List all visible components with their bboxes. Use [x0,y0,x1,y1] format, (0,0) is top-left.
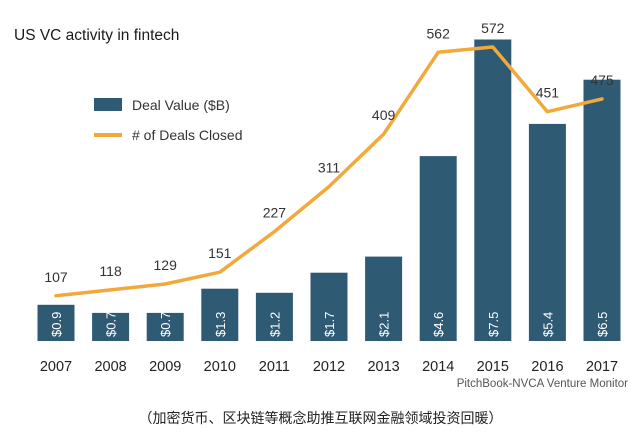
x-tick-2007: 2007 [40,359,72,375]
line-label-2011: 227 [263,205,287,221]
bar-label-2015: $7.5 [486,312,501,337]
chart-title: US VC activity in fintech [14,27,179,44]
chart-caption: （加密货币、区块链等概念助推互联网金融领域投资回暖） [138,411,503,427]
bar-label-2009: $0.7 [158,312,173,337]
bar-label-2014: $4.6 [431,312,446,337]
x-tick-2008: 2008 [94,359,126,375]
x-axis: 2007 2008 2009 2010 2011 2012 2013 2014 2015 2016… [40,359,618,375]
bar-2009 [146,312,184,341]
x-tick-2012: 2012 [313,359,345,375]
bar-2007 [37,304,75,341]
line-label-2007: 107 [44,269,68,285]
bar-2016 [528,123,566,342]
bar-2015 [474,39,512,341]
line-label-2012: 311 [318,160,341,176]
bar-label-2017: $6.5 [595,312,610,337]
bar-labels: $0.9 $0.7 $0.7 $1.3 $1.2 $1.7 $2.1 $4.6 $7.5 $5.4… [49,312,610,337]
bar-2008 [92,312,130,341]
line-label-2010: 151 [208,245,232,261]
bar-series [37,39,621,342]
x-tick-2011: 2011 [259,359,290,375]
legend-label-deal-value: Deal Value ($B) [132,97,230,113]
legend-label-deals-closed: # of Deals Closed [132,127,243,143]
bar-label-2012: $1.7 [322,312,337,337]
bar-label-2010: $1.3 [213,312,228,337]
x-tick-2016: 2016 [531,359,563,375]
bar-2012 [310,272,348,341]
x-tick-2015: 2015 [477,359,509,375]
x-tick-2013: 2013 [367,359,399,375]
x-tick-2010: 2010 [204,359,236,375]
deals-closed-line [54,45,604,298]
line-label-2016: 451 [536,85,560,101]
line-label-2009: 129 [154,257,178,273]
bar-label-2007: $0.9 [49,312,64,337]
bar-2010 [201,288,239,341]
line-series [54,45,604,298]
x-tick-2017: 2017 [586,359,618,375]
source-note: PitchBook-NVCA Venture Monitor [457,378,628,390]
legend: Deal Value ($B) # of Deals Closed [94,97,243,143]
line-label-2017: 475 [590,72,614,88]
bar-label-2011: $1.2 [267,312,282,337]
bar-2011 [255,292,293,341]
x-tick-2014: 2014 [422,359,454,375]
line-label-2008: 118 [99,263,122,279]
bar-2014 [419,156,457,341]
bar-2017 [583,79,621,341]
line-label-2015: 572 [481,20,505,36]
bar-label-2008: $0.7 [104,312,119,337]
bar-label-2013: $2.1 [377,312,392,337]
line-label-2014: 562 [427,25,451,41]
x-tick-2009: 2009 [149,359,181,375]
bar-2013 [365,256,403,341]
bar-label-2016: $5.4 [540,312,555,337]
line-label-2013: 409 [372,107,396,123]
line-labels: 107 118 129 151 227 311 409 562 572 451 475 [44,20,614,285]
legend-swatch-deal-value [94,98,122,111]
